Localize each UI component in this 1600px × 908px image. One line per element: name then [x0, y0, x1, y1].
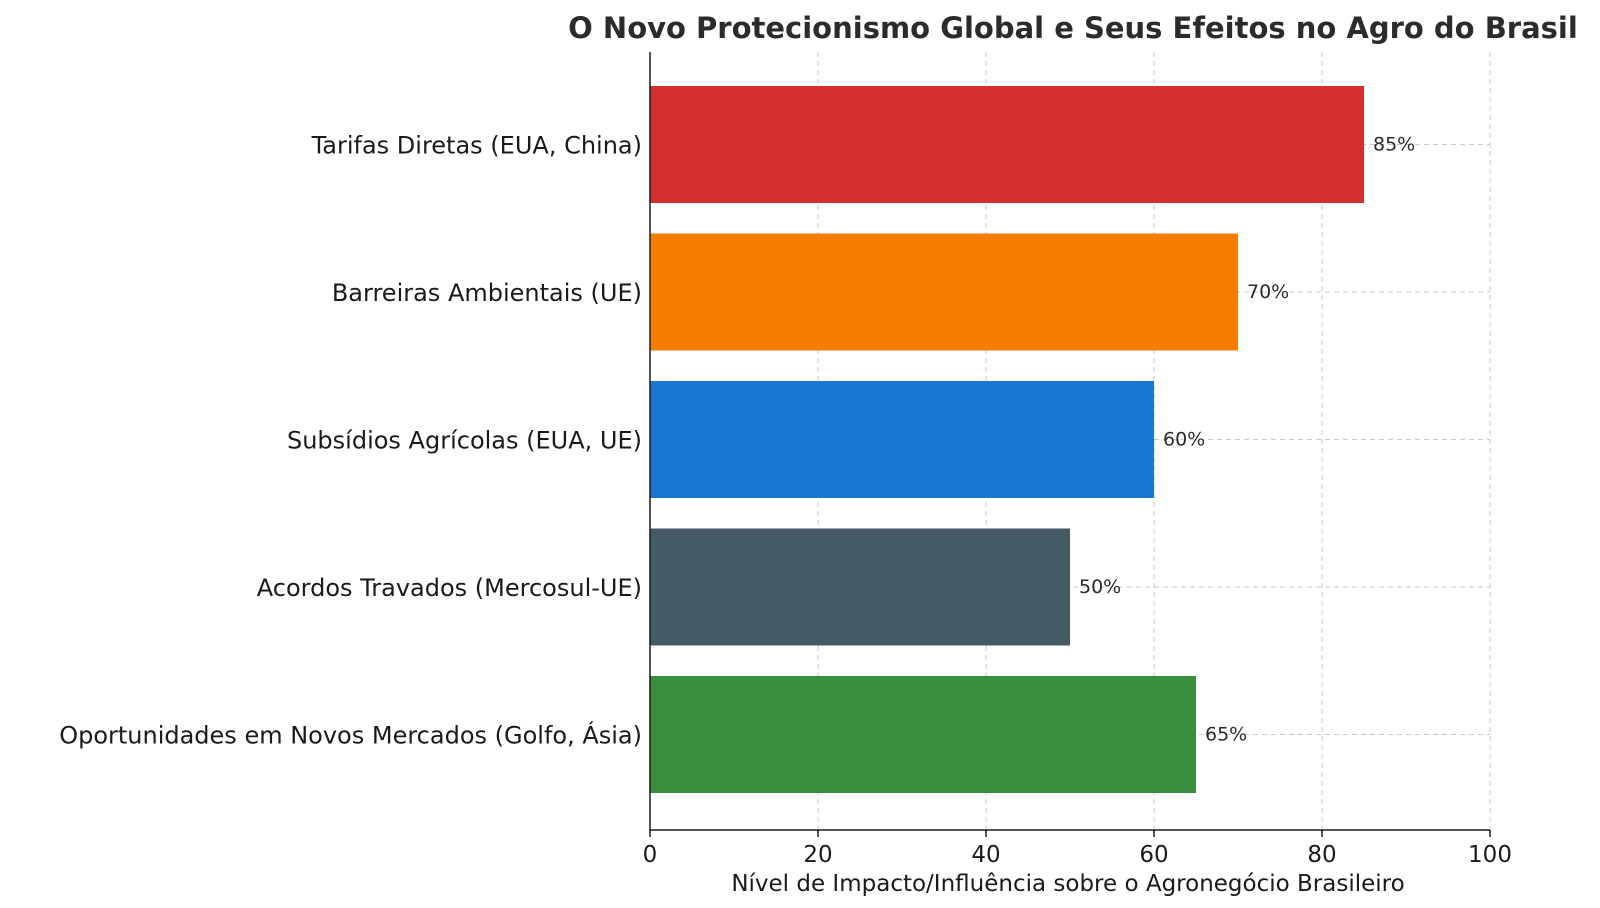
bar-value-label: 65% — [1205, 724, 1247, 746]
x-tick-label: 20 — [803, 842, 832, 868]
x-tick-label: 40 — [971, 842, 1000, 868]
chart-title: O Novo Protecionismo Global e Seus Efeit… — [568, 11, 1578, 45]
x-axis-label: Nível de Impacto/Influência sobre o Agro… — [731, 871, 1404, 897]
bar — [650, 381, 1154, 498]
bar-value-label: 50% — [1079, 576, 1121, 598]
axes — [649, 52, 1490, 831]
category-label: Barreiras Ambientais (UE) — [332, 279, 642, 307]
bars — [650, 86, 1364, 793]
category-label: Acordos Travados (Mercosul-UE) — [257, 574, 642, 602]
bar — [650, 233, 1238, 351]
value-labels: 85% 70% 60% 50% 65% — [1079, 134, 1415, 746]
x-tick-label: 100 — [1468, 842, 1512, 868]
category-label: Subsídios Agrícolas (EUA, UE) — [287, 427, 642, 455]
bar — [650, 528, 1070, 646]
category-label: Oportunidades em Novos Mercados (Golfo, … — [59, 721, 642, 750]
bar-value-label: 60% — [1163, 429, 1205, 451]
category-labels: Tarifas Diretas (EUA, China) Barreiras Am… — [59, 132, 642, 750]
x-tick-label: 60 — [1139, 842, 1168, 868]
category-label: Tarifas Diretas (EUA, China) — [311, 132, 642, 160]
x-tick-label: 80 — [1307, 842, 1336, 868]
x-ticks: 0 20 40 60 80 100 — [643, 830, 1512, 868]
x-tick-label: 0 — [643, 842, 658, 868]
bar — [650, 86, 1364, 203]
bar — [650, 676, 1196, 793]
bar-value-label: 85% — [1373, 134, 1415, 156]
bar-value-label: 70% — [1247, 281, 1289, 303]
